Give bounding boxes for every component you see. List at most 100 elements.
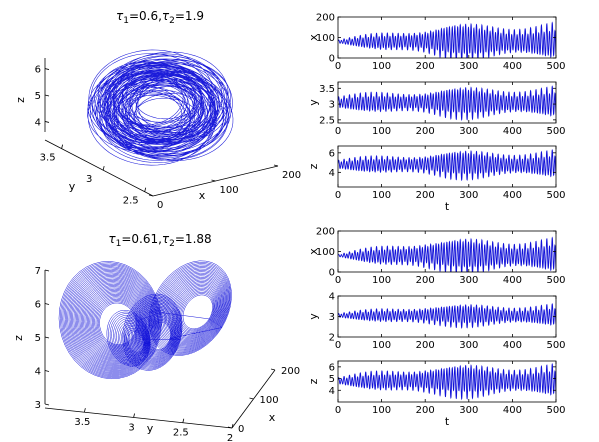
panel-a-3d-ztick-1: 5 [35,91,41,102]
panel-a-3d-ztick-2: 6 [35,65,41,76]
panel-a-3d-title: τ1=0.6,τ2=1.9 [116,9,204,26]
panel-b-y-ytick-1: 3 [329,312,335,323]
panel-a-x-xtick-3: 300 [459,61,478,72]
panel-b-z-xtick-3: 300 [459,405,478,416]
panel-b-x-xtick-5: 500 [546,275,565,286]
panel-a-z-trace [338,149,556,182]
panel-b-y-xtick-0: 0 [335,340,341,351]
panel-b-z-ytick-2: 6 [329,362,335,373]
panel-b-y-xtick-5: 500 [546,340,565,351]
panel-a-x: 0 100 200 300 400 500 0 100 200 x [307,13,566,73]
panel-a-z-xtick-0: 0 [335,190,341,201]
panel-b-y-xtick-4: 400 [503,340,522,351]
panel-b-x-xtick-0: 0 [335,275,341,286]
panel-b-3d-ytick-3: 3.5 [74,417,90,428]
panel-a-y-frame [337,81,557,124]
panel-b-3d-ztick-3: 6 [35,300,41,311]
panel-a-3d-trace [87,49,234,166]
panel-a-z-ytick-1: 6 [329,148,335,159]
panel-a-3d-ytick-2: 3.5 [40,153,56,164]
panel-b-y: 0 100 200 300 400 500 2 3 4 y [307,292,566,352]
panel-b-y-ytick-2: 4 [329,292,335,303]
panel-a-3d-ytick-0: 2.5 [123,196,139,207]
panel-b-y-xtick-1: 100 [372,340,391,351]
panel-a-z-ytick-0: 4 [329,168,335,179]
panel-a-y-xtick-2: 200 [416,126,435,137]
panel-a-z-xtick-3: 300 [459,190,478,201]
panel-a-x-xtick-1: 100 [372,61,391,72]
panel-a-y-xtick-5: 500 [546,126,565,137]
panel-b-3d-ytick-1: 2.5 [173,428,189,439]
panel-b-y-xtick-3: 300 [459,340,478,351]
panel-a-z: 0 100 200 300 400 500 4 6 z t [307,145,566,213]
panel-a-3d-zlabel: z [14,97,27,103]
panel-b-3d-xtick-2: 200 [281,366,300,377]
panel-a-z-ylabel: z [307,163,320,169]
panel-b-z-xtick-2: 200 [416,405,435,416]
panel-b-z-trace [338,362,556,401]
panel-a-y-xtick-0: 0 [335,126,341,137]
panel-b-z-ytick-1: 5 [329,374,335,385]
panel-a-3d-ytick-1: 3 [86,174,92,185]
panel-b-3d-title: τ1=0.61,τ2=1.88 [108,232,211,249]
panel-a-3d-xtick-1: 100 [220,185,239,196]
panel-a-y-ylabel: y [307,99,320,106]
panel-b-z-frame [337,360,557,403]
panel-a-z-frame [337,145,557,188]
panel-b-z-xtick-5: 500 [546,405,565,416]
panel-a-x-xtick-4: 400 [503,61,522,72]
panel-a-y-xtick-1: 100 [372,126,391,137]
panel-a-y-trace [338,85,556,122]
panel-b-z-xlabel: t [445,415,450,428]
panel-b-3d-trace [58,260,232,380]
panel-b-3d-zlabel: z [12,335,25,341]
panel-b-3d-ylabel: y [147,422,154,435]
panel-b-x-ytick-1: 100 [316,247,335,258]
panel-a-y-ytick-0: 2.5 [319,115,335,126]
panel-b-x: 0 100 200 300 400 500 0 100 200 x [307,227,566,287]
panel-b-x-xtick-3: 300 [459,275,478,286]
panel-a-3d-ztick-0: 4 [35,117,41,128]
panel-b-x-xtick-1: 100 [372,275,391,286]
panel-b-3d-ytick-2: 3 [128,422,134,433]
panel-a-3d-xlabel: x [199,189,206,202]
panel-b-z-ytick-0: 4 [329,386,335,397]
panel-b-z: 0 100 200 300 400 500 456 z t [307,360,566,428]
panel-b-x-ytick-0: 0 [329,268,335,279]
panel-a-x-ytick-0: 0 [329,54,335,65]
panel-a-z-xlabel: t [445,200,450,213]
panel-b-x-xtick-2: 200 [416,275,435,286]
panel-b-3d-ztick-0: 3 [35,400,41,411]
panel-b-3d-ztick-1: 4 [35,367,41,378]
panel-a-z-xtick-5: 500 [546,190,565,201]
panel-b-x-xtick-4: 400 [503,275,522,286]
panel-a-z-xtick-2: 200 [416,190,435,201]
panel-a-3d-xtick-2: 200 [282,170,301,181]
panel-b-3d: 3 4 5 6 7 2 2.5 3 3.5 0 100 200 z y x [12,260,300,442]
panel-b-3d-ztick-2: 5 [35,333,41,344]
panel-a-x-ytick-2: 200 [316,13,335,24]
panel-a-y-ytick-2: 3.5 [319,84,335,95]
panel-a-x-ylabel: x [307,34,320,41]
panel-a-x-xtick-0: 0 [335,61,341,72]
panel-b-3d-xtick-1: 100 [260,395,279,406]
panel-a-x-trace [338,21,556,58]
panel-b-z-xtick-1: 100 [372,405,391,416]
panel-a-y-ytick-1: 3 [329,100,335,111]
panel-a-x-xtick-5: 500 [546,61,565,72]
panel-b-y-ytick-0: 2 [329,333,335,344]
panel-a-y: 0 100 200 300 400 500 2.5 3 3.5 y [307,81,566,137]
panel-a-y-xtick-4: 400 [503,126,522,137]
panel-a-3d-ylabel: y [69,180,76,193]
panel-a-x-ytick-1: 100 [316,33,335,44]
panel-b-z-xtick-4: 400 [503,405,522,416]
panel-b-x-ytick-2: 200 [316,227,335,238]
panel-a-x-xtick-2: 200 [416,61,435,72]
panel-b-3d-xtick-0: 0 [238,424,244,435]
panel-b-3d-ztick-4: 7 [35,266,41,277]
panel-b-y-trace [338,303,556,329]
panel-a-z-xtick-4: 400 [503,190,522,201]
panel-b-x-trace [338,236,556,272]
panel-b-3d-xlabel: x [269,411,276,424]
